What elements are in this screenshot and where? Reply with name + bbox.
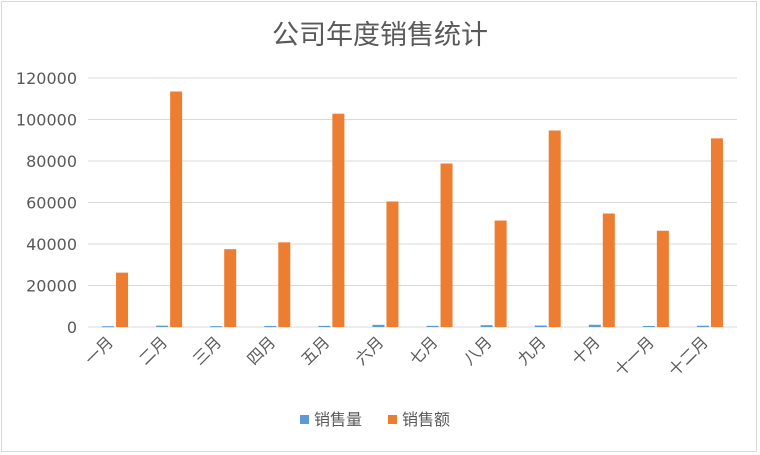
bar-sales-volume: [372, 324, 385, 327]
x-tick-label: 十一月: [610, 333, 657, 380]
x-tick-label: 十二月: [665, 333, 712, 380]
bar-sales-volume: [318, 325, 331, 327]
y-axis-ticks: 0 20000 40000 60000 80000 100000 120000: [16, 69, 77, 337]
bar-sales-volume: [696, 325, 709, 327]
bar-sales-amount: [170, 91, 183, 327]
bar-sales-amount: [548, 130, 561, 327]
y-tick-label: 80000: [26, 152, 77, 171]
legend-swatch: [300, 415, 309, 424]
x-tick-label: 三月: [189, 333, 225, 369]
x-tick-label: 十月: [568, 333, 604, 369]
x-tick-label: 七月: [405, 333, 441, 369]
chart-title: 公司年度销售统计: [272, 20, 488, 51]
bar-sales-volume: [426, 325, 439, 327]
gridlines: [88, 77, 737, 328]
x-tick-label: 四月: [243, 333, 279, 369]
x-tick-label: 五月: [297, 333, 333, 369]
x-axis-ticks: 一月 二月 三月 四月 五月 六月 七月 八月 九月 十月 十一月 十二月: [81, 333, 712, 380]
y-tick-label: 60000: [26, 194, 77, 213]
bar-sales-amount: [116, 272, 129, 327]
bar-sales-volume: [642, 325, 655, 327]
bar-sales-amount: [494, 220, 507, 327]
bar-sales-amount: [224, 249, 237, 327]
bar-sales-amount: [386, 201, 399, 327]
bar-sales-amount: [602, 213, 615, 327]
bar-sales-volume: [588, 324, 601, 327]
bars: [102, 91, 723, 328]
y-tick-label: 40000: [26, 235, 77, 254]
legend-label: 销售额: [402, 410, 450, 429]
bar-sales-amount: [278, 242, 291, 327]
legend-label: 销售量: [314, 410, 362, 429]
bar-sales-volume: [534, 325, 547, 327]
y-tick-label: 0: [67, 318, 77, 337]
x-tick-label: 二月: [135, 333, 171, 369]
y-tick-label: 100000: [16, 111, 77, 130]
bar-sales-volume: [102, 326, 115, 328]
x-tick-label: 八月: [460, 333, 496, 369]
bar-sales-volume: [480, 325, 493, 327]
legend: 销售量 销售额: [300, 410, 450, 429]
bar-sales-amount: [440, 163, 453, 327]
bar-sales-volume: [264, 326, 277, 328]
bar-sales-amount: [710, 138, 723, 327]
bar-sales-volume: [210, 326, 223, 328]
x-tick-label: 一月: [81, 333, 117, 369]
bar-sales-volume: [156, 325, 169, 327]
legend-swatch: [388, 415, 397, 424]
y-tick-label: 120000: [16, 69, 77, 88]
y-tick-label: 20000: [26, 277, 77, 296]
x-tick-label: 六月: [351, 333, 387, 369]
bar-sales-amount: [332, 113, 345, 327]
x-tick-label: 九月: [514, 333, 550, 369]
bar-sales-amount: [656, 230, 669, 327]
